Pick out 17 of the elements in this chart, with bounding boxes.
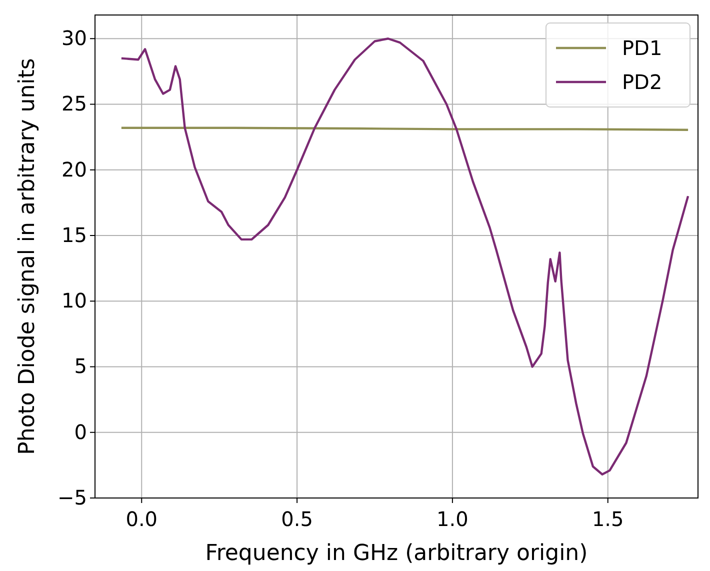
y-tick-label: 25 [62, 92, 87, 116]
y-tick-label: −5 [58, 485, 87, 510]
x-axis-title: Frequency in GHz (arbitrary origin) [205, 541, 588, 566]
x-tick-label: 0.0 [126, 507, 158, 531]
y-tick-label: 30 [62, 26, 87, 50]
y-axis-title: Photo Diode signal in arbitrary units [15, 58, 40, 455]
y-tick-label: 15 [62, 222, 87, 247]
y-tick-label: 10 [62, 288, 87, 313]
y-tick-label: 20 [62, 157, 87, 182]
line-series [120, 38, 690, 476]
y-tick-label: 0 [74, 420, 87, 444]
x-tick-label: 1.5 [592, 507, 624, 531]
legend-label: PD2 [622, 70, 662, 94]
x-tick-label: 0.5 [281, 507, 313, 531]
legend-label: PD1 [622, 36, 662, 60]
x-tick-label: 1.0 [436, 507, 468, 531]
y-tick-label: 5 [74, 354, 87, 378]
